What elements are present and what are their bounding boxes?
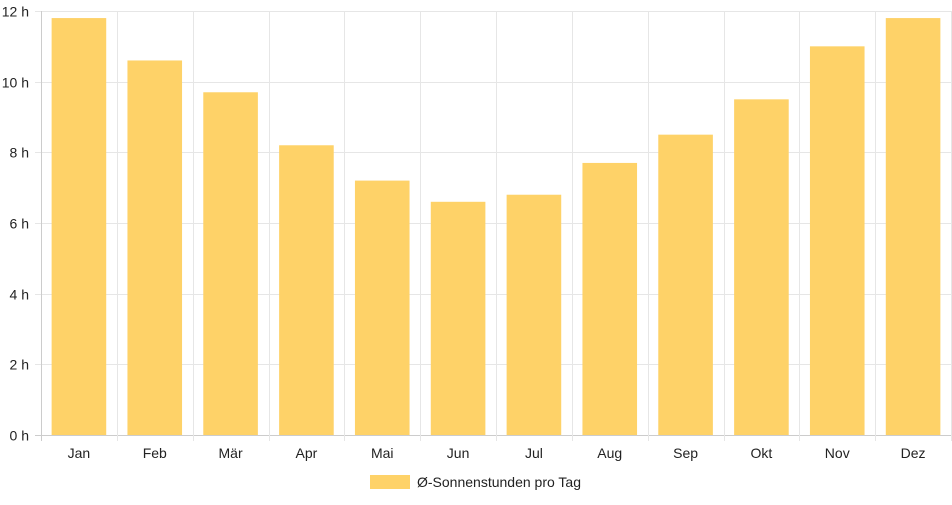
y-tick-label: 2 h [10, 357, 29, 373]
x-tick-label: Apr [296, 445, 318, 461]
x-tick-label: Nov [825, 445, 850, 461]
bar-apr[interactable] [279, 145, 334, 435]
x-axis: Jan Feb Mär Apr Mai Jun Jul Aug Sep Okt Nov Dez [68, 445, 926, 461]
y-axis: 0 h 2 h 4 h 6 h 8 h 10 h 12 h [2, 4, 29, 444]
y-tick-label: 0 h [10, 428, 29, 444]
x-tick-label: Okt [751, 445, 773, 461]
legend[interactable]: Ø-Sonnenstunden pro Tag [370, 474, 581, 490]
x-tick-label: Dez [901, 445, 926, 461]
bar-mär[interactable] [203, 92, 258, 436]
y-tick-label: 10 h [2, 75, 29, 91]
bars [51, 18, 941, 436]
bar-sep[interactable] [658, 134, 713, 435]
x-tick-label: Mai [371, 445, 394, 461]
x-tick-label: Jul [525, 445, 543, 461]
bar-dez[interactable] [885, 18, 941, 436]
x-tick-label: Jun [447, 445, 470, 461]
x-tick-label: Aug [597, 445, 622, 461]
bar-feb[interactable] [127, 60, 183, 435]
bar-nov[interactable] [809, 46, 865, 435]
grid-lines [35, 11, 952, 441]
bar-okt[interactable] [734, 99, 789, 435]
legend-swatch[interactable] [370, 475, 410, 489]
bar-mai[interactable] [354, 180, 410, 435]
y-tick-label: 6 h [10, 216, 29, 232]
bar-jul[interactable] [506, 194, 562, 435]
y-tick-label: 4 h [10, 287, 29, 303]
bar-jun[interactable] [430, 201, 486, 435]
bar-jan[interactable] [51, 18, 107, 436]
legend-label[interactable]: Ø-Sonnenstunden pro Tag [417, 474, 581, 490]
x-tick-label: Feb [143, 445, 167, 461]
x-tick-label: Sep [673, 445, 698, 461]
x-tick-label: Jan [68, 445, 91, 461]
y-tick-label: 8 h [10, 145, 29, 161]
bar-aug[interactable] [582, 162, 638, 435]
y-tick-label: 12 h [2, 4, 29, 20]
x-tick-label: Mär [219, 445, 243, 461]
